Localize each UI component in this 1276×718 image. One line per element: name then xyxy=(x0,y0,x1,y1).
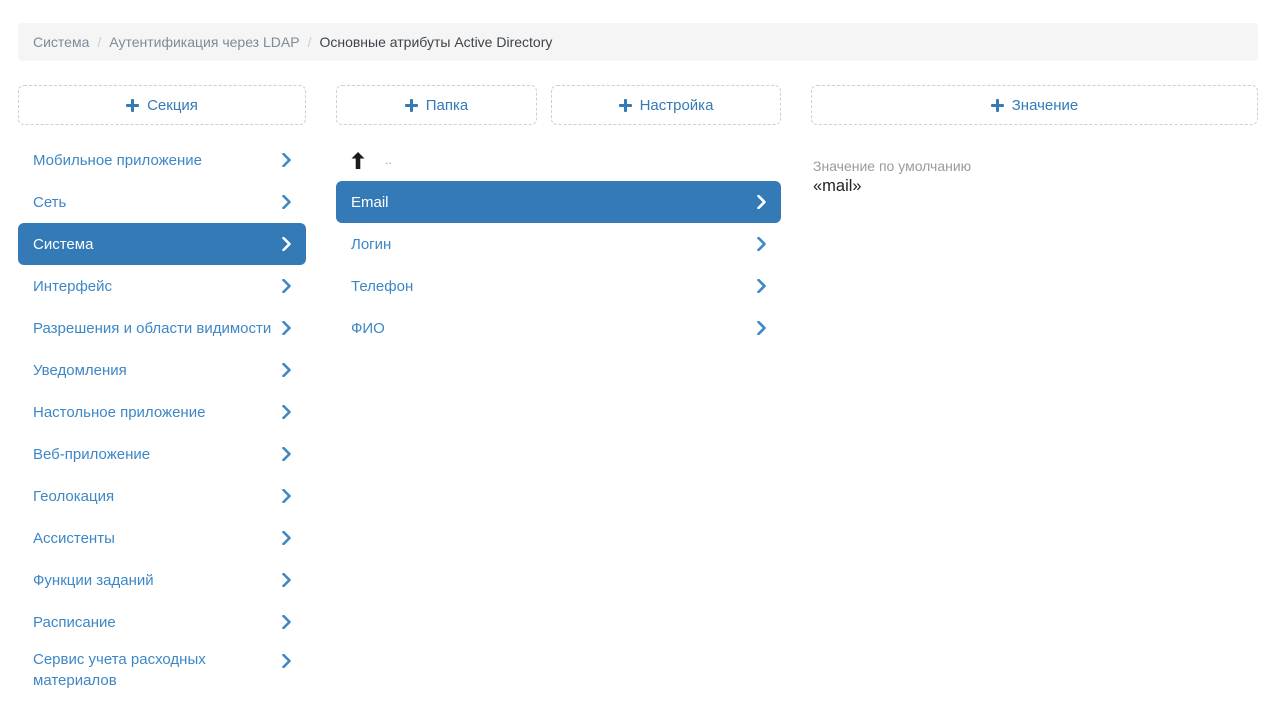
section-item-label: Мобильное приложение xyxy=(33,151,202,169)
setting-item[interactable]: Логин xyxy=(336,223,781,265)
section-item[interactable]: Настольное приложение xyxy=(18,391,306,433)
chevron-right-icon xyxy=(757,321,766,335)
setting-item-label: ФИО xyxy=(351,319,385,337)
plus-icon xyxy=(404,98,418,112)
section-item-label: Функции заданий xyxy=(33,571,154,589)
chevron-right-icon xyxy=(282,615,291,629)
add-folder-button[interactable]: Папка xyxy=(336,85,537,125)
breadcrumb-separator: / xyxy=(97,34,102,50)
chevron-right-icon xyxy=(282,531,291,545)
add-setting-button[interactable]: Настройка xyxy=(551,85,781,125)
chevron-right-icon xyxy=(282,405,291,419)
chevron-right-icon xyxy=(282,153,291,167)
section-item[interactable]: Геолокация xyxy=(18,475,306,517)
setting-item-label: Логин xyxy=(351,235,392,253)
chevron-right-icon xyxy=(282,573,291,587)
default-value-label: Значение по умолчанию xyxy=(813,158,972,174)
section-item[interactable]: Расписание xyxy=(18,601,306,643)
setting-item-label: Телефон xyxy=(351,277,414,295)
breadcrumb-item-current: Основные атрибуты Active Directory xyxy=(319,34,553,50)
chevron-right-icon xyxy=(282,195,291,209)
breadcrumb: Система / Аутентификация через LDAP / Ос… xyxy=(18,23,1258,61)
section-item[interactable]: Веб-приложение xyxy=(18,433,306,475)
breadcrumb-item-ldap-auth[interactable]: Аутентификация через LDAP xyxy=(109,34,300,50)
add-folder-label: Папка xyxy=(425,96,469,114)
section-item-label: Система xyxy=(33,235,94,253)
section-item-selected[interactable]: Система xyxy=(18,223,306,265)
section-item-label: Интерфейс xyxy=(33,277,113,295)
chevron-right-icon xyxy=(282,363,291,377)
chevron-right-icon xyxy=(757,195,766,209)
plus-icon xyxy=(126,98,140,112)
default-value: «mail» xyxy=(813,177,862,195)
section-item[interactable]: Функции заданий xyxy=(18,559,306,601)
add-setting-label: Настройка xyxy=(639,96,714,114)
chevron-right-icon xyxy=(282,321,291,335)
section-item-label: Геолокация xyxy=(33,487,115,505)
chevron-right-icon xyxy=(282,447,291,461)
add-section-label: Секция xyxy=(147,96,198,114)
section-item[interactable]: Мобильное приложение xyxy=(18,139,306,181)
breadcrumb-item-system[interactable]: Система xyxy=(33,34,90,50)
plus-icon xyxy=(990,98,1004,112)
setting-item[interactable]: ФИО xyxy=(336,307,781,349)
value-details: Значение по умолчанию «mail» xyxy=(813,157,1258,197)
chevron-right-icon xyxy=(282,279,291,293)
section-item[interactable]: Уведомления xyxy=(18,349,306,391)
setting-item-label: Email xyxy=(351,193,389,211)
chevron-right-icon xyxy=(282,654,291,668)
sections-list: Мобильное приложение Сеть Система Интерф… xyxy=(18,139,306,697)
section-item-label: Уведомления xyxy=(33,361,127,379)
setting-item[interactable]: Телефон xyxy=(336,265,781,307)
section-item[interactable]: Интерфейс xyxy=(18,265,306,307)
add-value-button[interactable]: Значение xyxy=(811,85,1258,125)
folder-up-label[interactable]: .. xyxy=(385,153,392,167)
section-item-label: Сервис учета расходных материалов xyxy=(33,651,206,689)
section-item-label: Разрешения и области видимости xyxy=(33,319,272,337)
folder-up-row: .. xyxy=(336,139,781,181)
add-value-label: Значение xyxy=(1011,96,1079,114)
add-section-button[interactable]: Секция xyxy=(18,85,306,125)
section-item-label: Ассистенты xyxy=(33,529,115,547)
setting-item-selected[interactable]: Email xyxy=(336,181,781,223)
section-item[interactable]: Разрешения и области видимости xyxy=(18,307,306,349)
settings-list: .. Email Логин Телефон ФИО xyxy=(336,139,781,349)
arrow-up-icon[interactable] xyxy=(351,151,365,169)
section-item-label: Сеть xyxy=(33,193,67,211)
chevron-right-icon xyxy=(282,237,291,251)
chevron-right-icon xyxy=(282,489,291,503)
section-item-label: Веб-приложение xyxy=(33,445,151,463)
section-item-label: Расписание xyxy=(33,613,116,631)
section-item[interactable]: Сеть xyxy=(18,181,306,223)
chevron-right-icon xyxy=(757,237,766,251)
chevron-right-icon xyxy=(757,279,766,293)
breadcrumb-separator: / xyxy=(307,34,312,50)
plus-icon xyxy=(618,98,632,112)
section-item[interactable]: Ассистенты xyxy=(18,517,306,559)
section-item-label: Настольное приложение xyxy=(33,403,206,421)
section-item[interactable]: Сервис учета расходных материалов xyxy=(18,643,306,697)
